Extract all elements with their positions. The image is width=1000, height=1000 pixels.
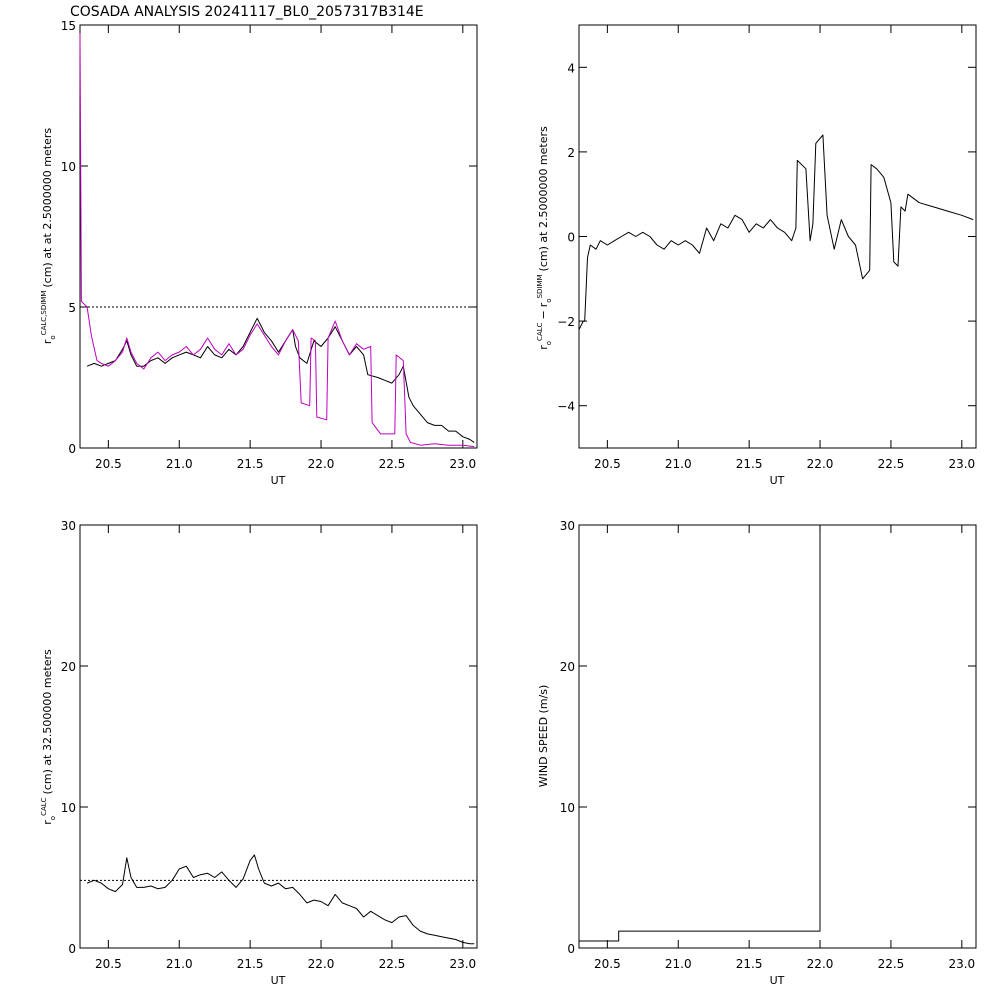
series-layer <box>579 525 821 942</box>
x-tick-label: 23.0 <box>449 957 476 971</box>
x-tick-label: 21.5 <box>736 457 763 471</box>
x-tick-label: 20.5 <box>95 457 122 471</box>
y-tick-label: 10 <box>61 801 76 815</box>
x-tick-label: 23.0 <box>449 457 476 471</box>
x-tick-label: 22.5 <box>878 957 905 971</box>
x-axis-label: UT <box>271 974 286 987</box>
y-tick-label: 30 <box>61 519 76 533</box>
y-axis-label: WIND SPEED (m/s) <box>537 685 550 788</box>
x-tick-label: 20.5 <box>95 957 122 971</box>
x-tick-label: 22.0 <box>807 957 834 971</box>
panel-ro-difference: 20.5 21.0 21.5 22.0 22.5 23.0 −4 −2 0 2 4 UT roCAL… <box>536 24 977 487</box>
y-tick-label: 0 <box>68 942 76 956</box>
x-tick-label: 20.5 <box>594 457 621 471</box>
y-tick-label: 5 <box>68 301 76 315</box>
plot-frame <box>79 524 478 949</box>
y-tick-label: −4 <box>557 400 575 414</box>
series-line-black <box>578 134 974 330</box>
x-tick-label: 23.0 <box>948 957 975 971</box>
y-axis-label: roCALC,SDIMM(cm) at at 2.5000000 meters <box>40 128 57 345</box>
x-tick-label: 21.0 <box>665 457 692 471</box>
x-tick-label: 22.0 <box>308 957 335 971</box>
x-tick-label: 21.5 <box>237 457 264 471</box>
y-tick-label: 20 <box>61 660 76 674</box>
series-line-black <box>86 317 475 443</box>
x-tick-label: 21.5 <box>237 957 264 971</box>
x-tick-label: 22.5 <box>379 457 406 471</box>
x-tick-label: 22.5 <box>878 457 905 471</box>
x-axis-label: UT <box>770 974 785 987</box>
series-line-magenta <box>79 33 475 448</box>
y-tick-label: 4 <box>567 61 575 75</box>
y-tick-label: 10 <box>61 160 76 174</box>
axis-ticks: 20.5 21.0 21.5 22.0 22.5 23.0 −4 −2 0 2 4 <box>557 25 976 471</box>
x-tick-label: 21.0 <box>166 457 193 471</box>
y-tick-label: 30 <box>560 519 575 533</box>
y-tick-label: 0 <box>567 231 575 245</box>
series-layer <box>79 33 477 448</box>
y-axis-label: roCALC(cm) at 32.500000 meters <box>40 649 57 825</box>
y-tick-label: −2 <box>557 315 575 329</box>
x-tick-label: 21.5 <box>736 957 763 971</box>
series-layer <box>80 854 477 945</box>
x-tick-label: 22.0 <box>308 457 335 471</box>
panel-wind-speed: 20.5 21.0 21.5 22.0 22.5 23.0 0 10 20 30 UT WIND … <box>537 519 977 987</box>
axis-ticks: 20.5 21.0 21.5 22.0 22.5 23.0 0 5 10 15 <box>61 19 477 471</box>
y-tick-label: 0 <box>567 942 575 956</box>
y-tick-label: 0 <box>68 442 76 456</box>
series-layer <box>578 134 974 330</box>
plot-frame <box>578 524 977 949</box>
figure-title: COSADA ANALYSIS 20241117_BL0_2057317B314… <box>70 4 424 20</box>
x-tick-label: 21.0 <box>665 957 692 971</box>
y-tick-label: 2 <box>567 146 575 160</box>
x-tick-label: 22.0 <box>807 457 834 471</box>
x-tick-label: 22.5 <box>379 957 406 971</box>
panel-ro-calc-32m: 20.5 21.0 21.5 22.0 22.5 23.0 0 10 20 30 UT roCAL… <box>40 519 478 987</box>
axis-ticks: 20.5 21.0 21.5 22.0 22.5 23.0 0 10 20 30 <box>560 519 976 971</box>
x-tick-label: 23.0 <box>948 457 975 471</box>
x-tick-label: 20.5 <box>594 957 621 971</box>
series-line-black <box>579 525 821 942</box>
x-axis-label: UT <box>271 474 286 487</box>
panel-ro-calc-sdimm: 20.5 21.0 21.5 22.0 22.5 23.0 0 5 10 15 UT roCALC… <box>40 19 478 487</box>
x-tick-label: 21.0 <box>166 957 193 971</box>
plot-frame <box>79 24 478 449</box>
axis-ticks: 20.5 21.0 21.5 22.0 22.5 23.0 0 10 20 30 <box>61 519 477 971</box>
y-tick-label: 10 <box>560 801 575 815</box>
y-axis-label: roCALC−roSDIMM(cm) at 2.5000000 meters <box>536 126 553 350</box>
series-line-black <box>86 854 475 945</box>
plot-frame <box>578 24 977 449</box>
y-tick-label: 20 <box>560 660 575 674</box>
y-tick-label: 15 <box>61 19 76 33</box>
x-axis-label: UT <box>770 474 785 487</box>
